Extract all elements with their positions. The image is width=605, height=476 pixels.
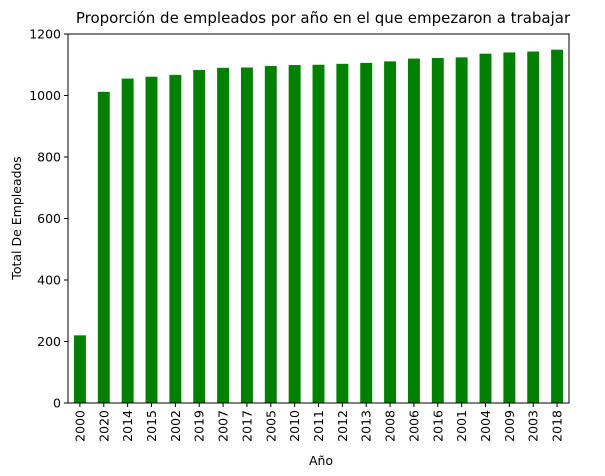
y-tick-label-200: 200: [37, 334, 61, 349]
bar-2020: [97, 91, 110, 403]
bar-2013: [360, 62, 373, 403]
y-axis: 0 200 400 600 800 1000 1200: [29, 27, 68, 411]
bar-2003: [527, 51, 540, 404]
bar-2018: [551, 49, 564, 404]
bar-2006: [407, 58, 420, 403]
bar-2001: [455, 57, 468, 404]
bars-group: [73, 49, 564, 404]
chart-title: Proporción de empleados por año en el qu…: [76, 9, 571, 27]
y-tick-label-600: 600: [37, 211, 61, 226]
bar-2004: [479, 53, 492, 404]
x-tick-label-2019: 2019: [192, 410, 207, 442]
bar-2005: [264, 65, 277, 403]
y-tick-label-1000: 1000: [29, 88, 61, 103]
x-tick-label-2008: 2008: [383, 410, 398, 442]
bar-2017: [240, 67, 253, 403]
bar-2015: [145, 76, 158, 404]
x-tick-label-2006: 2006: [406, 410, 421, 442]
y-tick-label-1200: 1200: [29, 27, 61, 42]
bar-2002: [169, 74, 182, 404]
bar-2016: [431, 57, 444, 404]
bar-2019: [193, 69, 206, 403]
x-tick-label-2011: 2011: [311, 410, 326, 442]
x-tick-label-2001: 2001: [454, 410, 469, 442]
x-tick-label-2020: 2020: [96, 410, 111, 442]
x-tick-label-2009: 2009: [502, 410, 517, 442]
bar-2000: [73, 335, 86, 403]
x-tick-label-2014: 2014: [120, 410, 135, 442]
x-axis-title: Año: [309, 453, 333, 468]
y-tick-label-0: 0: [53, 396, 61, 411]
bar-2012: [336, 63, 349, 403]
bar-2008: [384, 61, 397, 404]
plot-frame: [67, 33, 570, 404]
x-axis: 2000 2020 2014 2015 2002 2019 2007 2017 2005 2010…: [72, 403, 565, 442]
bar-2011: [312, 64, 325, 403]
bar-2014: [121, 78, 134, 404]
y-tick-label-400: 400: [37, 273, 61, 288]
x-tick-label-2018: 2018: [550, 410, 565, 442]
x-tick-label-2007: 2007: [216, 410, 231, 442]
x-tick-label-2002: 2002: [168, 410, 183, 442]
x-tick-label-2004: 2004: [478, 410, 493, 442]
x-tick-label-2015: 2015: [144, 410, 159, 442]
x-tick-label-2016: 2016: [430, 410, 445, 442]
x-tick-label-2003: 2003: [526, 410, 541, 442]
x-tick-label-2012: 2012: [335, 410, 350, 442]
x-tick-label-2010: 2010: [287, 410, 302, 442]
x-tick-label-2017: 2017: [239, 410, 254, 442]
y-axis-title: Total De Empleados: [9, 156, 24, 280]
bar-2010: [288, 65, 301, 404]
bar-2007: [217, 67, 230, 403]
x-tick-label-2000: 2000: [72, 410, 87, 442]
x-tick-label-2005: 2005: [263, 410, 278, 442]
x-tick-label-2013: 2013: [359, 410, 374, 442]
bar-2009: [503, 52, 516, 403]
y-tick-label-800: 800: [37, 150, 61, 165]
